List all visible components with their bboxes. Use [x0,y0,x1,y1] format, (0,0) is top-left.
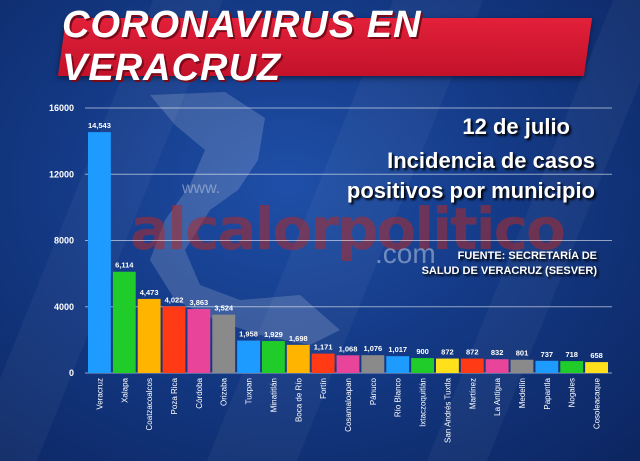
data-label: 872 [441,348,454,357]
bar [411,358,434,373]
data-label: 6,114 [115,261,134,270]
subtitle-line-2: positivos por municipio [346,178,595,203]
x-tick-label: Coatzacoalcos [145,378,154,430]
bar [237,340,260,373]
bar [187,309,211,373]
data-label: 737 [541,350,554,359]
x-tick-label: Poza Rica [170,377,179,414]
data-label: 718 [565,350,578,359]
data-label: 801 [516,349,529,358]
y-tick-label: 8000 [54,236,74,246]
x-tick-label: Medellín [518,378,527,408]
y-tick-label: 4000 [54,302,74,312]
bar [286,344,310,373]
data-label: 658 [590,351,603,360]
x-tick-label: La Antigua [493,377,502,415]
bar [460,358,484,373]
bar [112,271,136,373]
data-label: 3,863 [189,298,208,307]
x-tick-label: Pánuco [369,377,378,405]
bar [137,298,161,373]
data-label: 1,171 [314,343,333,352]
bar [510,359,534,373]
data-label: 1,929 [264,330,283,339]
watermark-logo: alcalorpolitico [130,195,566,263]
bar [311,353,335,373]
subtitle-line-1: Incidencia de casos [387,148,595,173]
data-label: 1,958 [239,330,258,339]
bar [485,359,509,373]
bar [336,355,360,373]
watermark-www: www. [182,180,221,197]
x-tick-label: Veracruz [95,378,104,410]
bar [361,355,385,373]
x-tick-label: Xalapa [120,377,129,402]
data-label: 872 [466,348,479,357]
data-label: 4,022 [165,295,184,304]
x-tick-label: San Andrés Tuxtla [443,377,452,442]
x-tick-label: Orizaba [220,377,229,406]
bar [162,306,186,373]
x-tick-label: Martínez [468,378,477,409]
data-label: 900 [416,347,429,356]
x-tick-label: Minatitlán [269,378,278,412]
watermark-tld: .com [375,238,436,269]
x-tick-label: Nogales [568,378,577,407]
data-label: 1,076 [363,344,382,353]
bar [585,362,608,373]
bar [212,314,236,373]
x-tick-label: Río Blanco [394,377,403,417]
date-text: 12 de julio [462,114,570,139]
bar [436,358,459,373]
data-label: 1,698 [289,334,308,343]
x-tick-label: Cosamaloapan [344,378,353,432]
data-label: 14,543 [88,121,111,130]
x-tick-label: Papantla [543,377,552,409]
bar [560,361,584,373]
y-tick-label: 0 [69,368,74,378]
bar [262,341,285,373]
bar [386,356,410,373]
data-label: 3,524 [214,304,234,313]
source-line-1: FUENTE: SECRETARÍA DE [457,250,597,262]
x-tick-label: Cosoleacaque [593,377,602,429]
bar [88,132,111,373]
x-tick-label: Boca de Río [294,377,303,422]
data-label: 1,068 [339,344,358,353]
data-label: 1,017 [388,345,407,354]
bar [535,360,559,373]
x-tick-label: Ixtaczoquitlán [419,378,428,427]
data-label: 4,473 [140,288,159,297]
x-tick-label: Fortín [319,378,328,399]
data-label: 832 [491,348,504,357]
y-tick-label: 16000 [49,103,74,113]
source-line-2: SALUD DE VERACRUZ (SESVER) [421,265,597,277]
x-tick-label: Tuxpan [245,378,254,404]
x-tick-label: Córdoba [195,377,204,408]
y-tick-label: 12000 [49,169,74,179]
